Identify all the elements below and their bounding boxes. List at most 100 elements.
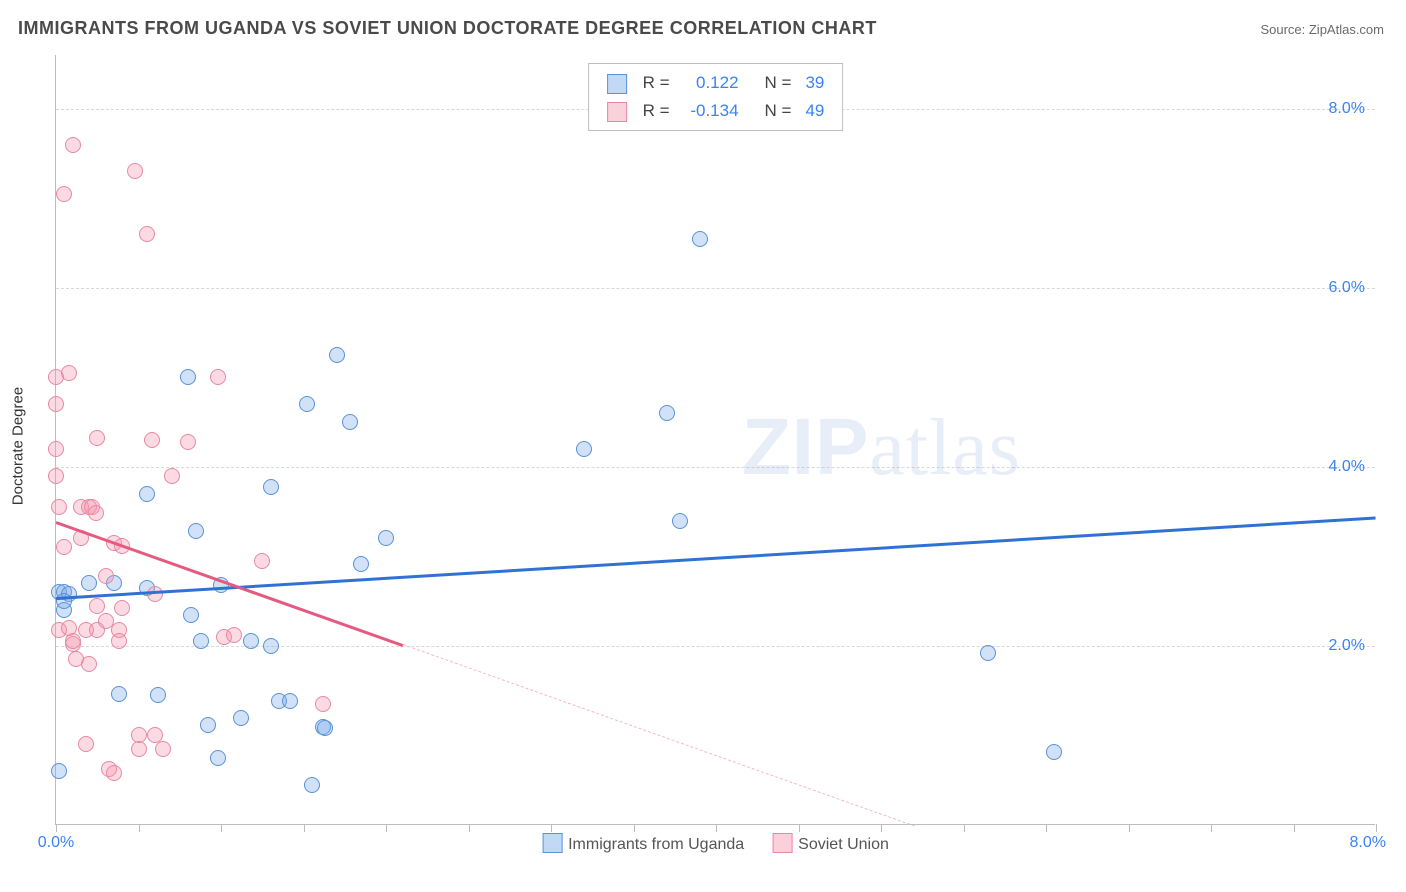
x-tick	[221, 824, 222, 832]
x-tick	[304, 824, 305, 832]
data-point-uganda	[263, 479, 279, 495]
data-point-soviet	[88, 505, 104, 521]
data-point-soviet	[89, 430, 105, 446]
r-label: R =	[637, 70, 676, 96]
x-tick	[1046, 824, 1047, 832]
data-point-uganda	[378, 530, 394, 546]
watermark-light: atlas	[869, 404, 1021, 492]
r-value: 0.122	[678, 70, 745, 96]
data-point-soviet	[111, 633, 127, 649]
x-axis-start-label: 0.0%	[38, 834, 74, 852]
data-point-soviet	[131, 741, 147, 757]
r-value: -0.134	[678, 98, 745, 124]
data-point-soviet	[254, 553, 270, 569]
legend-stats-row-soviet: R =-0.134N =49	[601, 98, 831, 124]
data-point-soviet	[164, 468, 180, 484]
x-tick	[1376, 824, 1377, 832]
data-point-uganda	[111, 686, 127, 702]
data-point-uganda	[576, 441, 592, 457]
x-tick	[634, 824, 635, 832]
legend-swatch-uganda	[542, 833, 562, 853]
data-point-uganda	[342, 414, 358, 430]
data-point-soviet	[48, 468, 64, 484]
data-point-uganda	[353, 556, 369, 572]
x-tick	[881, 824, 882, 832]
data-point-uganda	[81, 575, 97, 591]
n-label: N =	[747, 98, 798, 124]
y-tick-label: 6.0%	[1329, 279, 1365, 297]
data-point-uganda	[243, 633, 259, 649]
x-tick	[139, 824, 140, 832]
x-tick	[1211, 824, 1212, 832]
watermark-logo: ZIPatlas	[742, 401, 1021, 494]
data-point-uganda	[183, 607, 199, 623]
data-point-uganda	[980, 645, 996, 661]
data-point-uganda	[329, 347, 345, 363]
x-axis-end-label: 8.0%	[1349, 834, 1385, 852]
x-tick	[551, 824, 552, 832]
y-tick-label: 8.0%	[1329, 100, 1365, 118]
data-point-soviet	[139, 226, 155, 242]
x-tick	[716, 824, 717, 832]
chart-title: IMMIGRANTS FROM UGANDA VS SOVIET UNION D…	[18, 18, 877, 39]
n-value: 49	[799, 98, 830, 124]
data-point-soviet	[78, 736, 94, 752]
x-tick	[386, 824, 387, 832]
data-point-soviet	[106, 765, 122, 781]
y-tick-label: 2.0%	[1329, 637, 1365, 655]
data-point-soviet	[68, 651, 84, 667]
x-tick	[964, 824, 965, 832]
data-point-soviet	[98, 568, 114, 584]
gridline	[56, 467, 1375, 468]
data-point-soviet	[144, 432, 160, 448]
legend-item-soviet: Soviet Union	[772, 833, 889, 854]
r-label: R =	[637, 98, 676, 124]
n-value: 39	[799, 70, 830, 96]
legend-swatch-soviet	[607, 102, 627, 122]
y-axis-label: Doctorate Degree	[10, 387, 27, 505]
source-name: ZipAtlas.com	[1309, 22, 1384, 37]
data-point-uganda	[200, 717, 216, 733]
data-point-uganda	[139, 486, 155, 502]
gridline	[56, 288, 1375, 289]
legend-item-uganda: Immigrants from Uganda	[542, 833, 744, 854]
legend-swatch-soviet	[772, 833, 792, 853]
n-label: N =	[747, 70, 798, 96]
x-tick	[1294, 824, 1295, 832]
data-point-uganda	[672, 513, 688, 529]
legend-stats-row-uganda: R =0.122N =39	[601, 70, 831, 96]
chart-source: Source: ZipAtlas.com	[1260, 22, 1384, 37]
data-point-soviet	[155, 741, 171, 757]
data-point-uganda	[304, 777, 320, 793]
data-point-uganda	[193, 633, 209, 649]
data-point-uganda	[299, 396, 315, 412]
data-point-soviet	[61, 365, 77, 381]
data-point-soviet	[51, 499, 67, 515]
legend-swatch-uganda	[607, 74, 627, 94]
data-point-soviet	[56, 186, 72, 202]
data-point-soviet	[89, 598, 105, 614]
data-point-soviet	[210, 369, 226, 385]
data-point-soviet	[65, 137, 81, 153]
legend-bottom: Immigrants from Uganda Soviet Union	[542, 833, 889, 854]
data-point-soviet	[114, 600, 130, 616]
regression-line	[402, 644, 914, 826]
data-point-soviet	[127, 163, 143, 179]
x-tick	[56, 824, 57, 832]
data-point-soviet	[48, 396, 64, 412]
data-point-uganda	[210, 750, 226, 766]
watermark-bold: ZIP	[742, 402, 869, 491]
data-point-uganda	[692, 231, 708, 247]
x-tick	[469, 824, 470, 832]
data-point-uganda	[317, 720, 333, 736]
data-point-uganda	[659, 405, 675, 421]
data-point-uganda	[263, 638, 279, 654]
data-point-soviet	[56, 539, 72, 555]
data-point-soviet	[48, 441, 64, 457]
data-point-soviet	[226, 627, 242, 643]
data-point-uganda	[180, 369, 196, 385]
data-point-uganda	[1046, 744, 1062, 760]
data-point-uganda	[188, 523, 204, 539]
data-point-uganda	[282, 693, 298, 709]
data-point-soviet	[65, 633, 81, 649]
